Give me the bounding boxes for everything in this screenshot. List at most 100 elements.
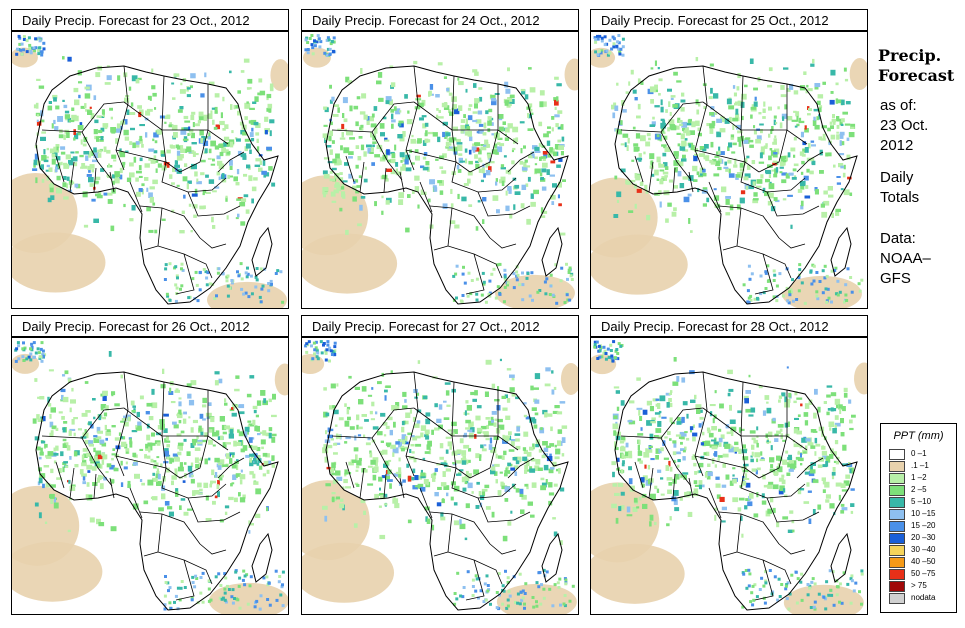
precip-cell	[481, 271, 485, 275]
precip-cell	[808, 584, 812, 588]
precip-cell	[178, 409, 182, 415]
precip-cell	[223, 572, 227, 576]
precip-cell	[654, 105, 660, 108]
precip-cell	[450, 188, 453, 194]
precip-cell	[322, 342, 326, 345]
precip-cell	[655, 448, 660, 454]
border-line	[187, 191, 241, 217]
precip-cell	[34, 502, 39, 507]
precip-cell	[440, 512, 444, 519]
precip-cell	[463, 183, 469, 186]
precip-cell	[34, 436, 40, 441]
precip-cell	[828, 421, 835, 427]
precip-cell	[754, 452, 761, 458]
precip-cell	[826, 394, 831, 398]
madagascar-coast	[830, 532, 852, 583]
precip-cell	[214, 106, 218, 112]
precip-cell	[770, 464, 774, 469]
precip-cell	[96, 463, 101, 469]
precip-cell	[70, 157, 75, 162]
precip-cell	[236, 270, 239, 274]
precip-cell	[492, 195, 499, 201]
precip-cell	[460, 130, 464, 134]
precip-cell	[644, 184, 648, 191]
precip-cell	[219, 519, 224, 523]
precip-cell	[187, 508, 193, 511]
precip-cell	[63, 176, 67, 180]
precip-cell	[372, 144, 375, 148]
precip-cell	[364, 166, 367, 170]
precip-cell	[95, 436, 102, 440]
precip-cell	[78, 81, 83, 84]
precip-cell	[381, 475, 386, 479]
precip-cell	[432, 185, 437, 188]
precip-cell	[829, 454, 834, 459]
precip-cell	[643, 452, 650, 458]
precip-cell	[825, 300, 829, 304]
precip-cell	[20, 42, 24, 46]
precip-cell	[374, 493, 379, 499]
precip-cell	[495, 479, 498, 484]
precip-cell	[536, 290, 540, 294]
precip-cell	[104, 424, 107, 431]
precip-cell	[521, 494, 527, 500]
precip-cell	[567, 271, 571, 274]
precip-cell	[217, 267, 221, 271]
precip-cell	[79, 154, 84, 158]
legend-item: 50 –75	[889, 568, 956, 580]
precip-cell	[763, 484, 768, 488]
precip-cell	[447, 429, 453, 432]
precip-cell	[772, 279, 776, 282]
precip-cell	[490, 416, 494, 420]
precip-cell	[425, 435, 430, 440]
precip-cell	[542, 587, 546, 591]
precip-cell	[708, 96, 713, 100]
precip-cell	[93, 129, 98, 135]
precip-cell	[558, 577, 562, 581]
precip-cell	[227, 174, 230, 179]
precip-cell	[93, 152, 99, 158]
precip-cell	[214, 371, 220, 375]
precip-cell	[695, 404, 702, 410]
precip-cell	[235, 182, 240, 186]
precip-cell	[17, 34, 21, 38]
precip-cell	[467, 429, 471, 432]
precip-cell	[329, 349, 333, 353]
coastline	[325, 371, 569, 611]
precip-cell	[373, 466, 379, 473]
precip-cell	[224, 576, 228, 580]
precip-cell	[823, 264, 827, 268]
legend-rows: 0 –1.1 –1 1 –2 2 –5 5 –10 10 –15 15 –20 20 –30…	[881, 448, 956, 604]
precip-cell	[790, 290, 794, 294]
precip-cell	[111, 154, 117, 159]
precip-cell	[357, 223, 362, 227]
precip-cell	[174, 470, 178, 476]
precip-cell	[766, 401, 769, 404]
precip-cell	[44, 443, 48, 448]
precip-cell	[800, 281, 804, 285]
precip-cell	[363, 178, 368, 183]
precip-cell	[825, 457, 831, 463]
precip-cell	[626, 506, 631, 513]
precip-cell	[181, 127, 184, 132]
precip-cell	[459, 594, 463, 598]
precip-cell	[658, 415, 661, 418]
precip-cell	[376, 431, 383, 436]
precip-cell	[515, 278, 519, 282]
precip-cell	[688, 218, 691, 224]
legend-swatch	[889, 497, 905, 508]
precip-cell	[80, 166, 83, 169]
precip-cell	[434, 492, 439, 497]
precip-cell	[529, 108, 533, 112]
precip-cell	[439, 155, 444, 160]
precip-cell	[692, 432, 698, 437]
precip-cell	[780, 583, 784, 586]
precip-cell	[483, 431, 489, 438]
precip-cell	[163, 278, 167, 281]
precip-cell	[760, 174, 764, 179]
precip-cell	[634, 97, 638, 101]
precip-cell	[744, 398, 749, 404]
forecast-panel-2: Daily Precip. Forecast for 24 Oct., 2012	[301, 9, 581, 309]
precip-cell	[521, 589, 525, 593]
precip-cell	[650, 458, 655, 461]
